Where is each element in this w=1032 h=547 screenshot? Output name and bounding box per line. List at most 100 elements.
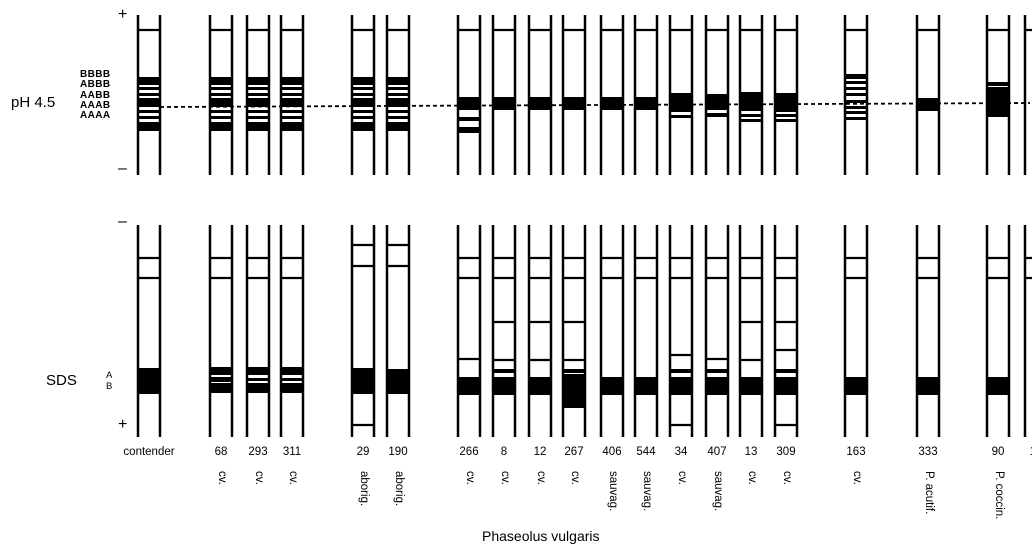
gel-band [352, 87, 374, 90]
gel-band [210, 110, 232, 113]
accession-number: 13 [744, 446, 758, 458]
gel-band [845, 377, 867, 395]
gel-band [281, 87, 303, 90]
gel-lane [1023, 225, 1032, 437]
gel-lane [704, 225, 730, 437]
cultivar-type-label: cv. [781, 471, 793, 485]
accession-number: 29 [356, 446, 370, 458]
gel-band [352, 116, 374, 119]
gel-band [458, 117, 480, 121]
gel-band [247, 367, 269, 375]
gel-band [138, 98, 160, 107]
gel-band [281, 77, 303, 85]
cultivar-type-label: cv. [287, 471, 299, 485]
cultivar-type-label: aborig. [358, 471, 370, 507]
cultivar-type-label: sauvag. [712, 471, 724, 512]
top-plus-sign: + [118, 6, 128, 23]
gel-lane [527, 225, 553, 437]
gel-band [281, 122, 303, 131]
cultivar-type-label: cv. [216, 471, 228, 485]
gel-band [706, 113, 728, 117]
gel-band [845, 111, 867, 114]
gel-lane [668, 225, 694, 437]
gel-lane [527, 15, 553, 175]
top-minus-sign: – [118, 160, 127, 177]
gel-band [458, 127, 480, 133]
gel-lane [279, 15, 305, 175]
cultivar-type-label: cv. [746, 471, 758, 485]
subunit-a-label: A [106, 370, 113, 381]
gel-band [601, 377, 623, 395]
gel-band [775, 114, 797, 117]
gel-band [670, 369, 692, 373]
ph-label: pH 4.5 [11, 94, 56, 111]
gel-band [635, 377, 657, 395]
genotype-label: AAAA [80, 110, 111, 122]
gel-band [247, 87, 269, 90]
gel-band [740, 92, 762, 111]
gel-band [210, 122, 232, 131]
gel-lane [985, 225, 1011, 437]
gel-band [138, 110, 160, 113]
gel-band [529, 377, 551, 395]
accession-number: 15 [1016, 446, 1032, 458]
gel-band [138, 122, 160, 131]
gel-band [210, 87, 232, 90]
gel-band [845, 100, 867, 103]
gel-band [635, 97, 657, 110]
gel-band [281, 110, 303, 113]
bottom-plus-sign: + [118, 416, 128, 433]
gel-lane [136, 15, 162, 175]
gel-band [247, 378, 269, 381]
gel-band [987, 87, 1009, 117]
gel-band [387, 110, 409, 113]
gel-band [670, 377, 692, 395]
gel-lane [456, 15, 482, 175]
gel-band [529, 97, 551, 110]
accession-number: 333 [918, 446, 938, 458]
gel-band [987, 377, 1009, 395]
gel-band [352, 368, 374, 394]
gel-band [281, 383, 303, 393]
gel-lane [208, 15, 234, 175]
genotype-label: AAAB [80, 99, 111, 111]
gel-lane [738, 15, 764, 175]
gel-band [917, 98, 939, 111]
accession-number: 68 [214, 446, 228, 458]
gel-band [210, 116, 232, 119]
gel-band [670, 93, 692, 112]
sds-gel-lanes [136, 225, 1032, 437]
gel-band [210, 383, 232, 393]
cultivar-type-label: sauvag. [641, 471, 653, 512]
gel-band [845, 117, 867, 120]
gel-band [138, 77, 160, 85]
gel-band [740, 377, 762, 395]
gel-band [706, 94, 728, 110]
cultivar-type-label: cv. [676, 471, 688, 485]
gel-band [775, 119, 797, 122]
cultivar-type-label: cv. [464, 471, 476, 485]
gel-band [210, 77, 232, 85]
gel-band [352, 98, 374, 107]
accession-number: 8 [500, 446, 508, 458]
gel-band [670, 115, 692, 118]
gel-lane [633, 15, 659, 175]
gel-band [740, 114, 762, 117]
gel-band [281, 378, 303, 381]
gel-band [845, 87, 867, 90]
genotype-labels: BBBB ABBB AABB AAAB AAAA [80, 69, 111, 122]
genotype-label: ABBB [80, 79, 111, 91]
accession-number: 266 [459, 446, 479, 458]
gel-band [138, 368, 160, 394]
accession-number: 311 [282, 446, 302, 458]
accession-number: 163 [846, 446, 866, 458]
accession-number: 90 [991, 446, 1005, 458]
genotype-label: BBBB [80, 69, 111, 80]
gel-band [987, 82, 1009, 86]
gel-lane [136, 225, 162, 437]
gel-band [281, 116, 303, 119]
cultivar-type-label: P. coccin. [993, 471, 1005, 520]
gel-band [352, 77, 374, 85]
gel-lane [561, 15, 587, 175]
